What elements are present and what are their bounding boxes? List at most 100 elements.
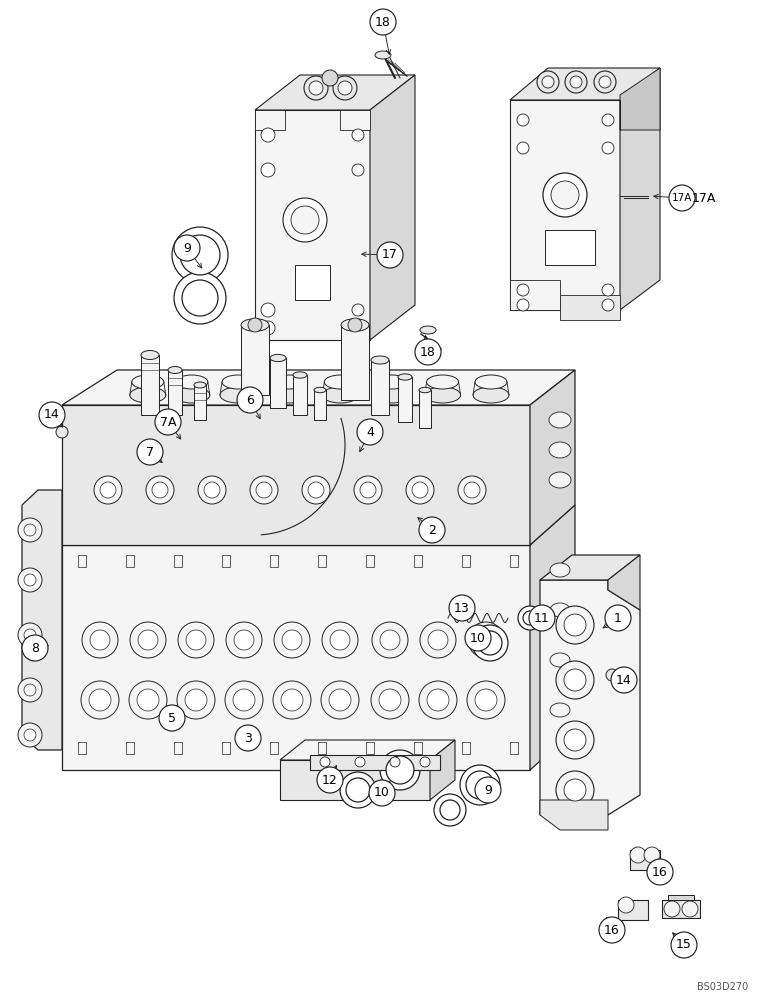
Text: 18: 18	[375, 15, 391, 28]
Ellipse shape	[176, 375, 208, 389]
Circle shape	[177, 681, 215, 719]
Circle shape	[427, 689, 449, 711]
Circle shape	[352, 304, 364, 316]
Text: 9: 9	[183, 241, 191, 254]
Ellipse shape	[270, 354, 286, 362]
Polygon shape	[174, 742, 182, 754]
Circle shape	[564, 729, 586, 751]
Polygon shape	[366, 555, 374, 567]
Polygon shape	[510, 100, 620, 310]
Circle shape	[475, 777, 501, 803]
Circle shape	[352, 164, 364, 176]
Polygon shape	[314, 390, 326, 420]
Circle shape	[517, 142, 529, 154]
Circle shape	[630, 847, 646, 863]
Ellipse shape	[374, 387, 410, 403]
Circle shape	[465, 625, 491, 651]
Polygon shape	[62, 370, 575, 405]
Polygon shape	[510, 280, 560, 310]
Polygon shape	[126, 742, 134, 754]
Polygon shape	[295, 265, 330, 300]
Circle shape	[174, 272, 226, 324]
Polygon shape	[540, 580, 640, 815]
Polygon shape	[560, 295, 620, 320]
Circle shape	[178, 622, 214, 658]
Polygon shape	[22, 490, 62, 750]
Polygon shape	[340, 110, 370, 130]
Circle shape	[440, 800, 460, 820]
Polygon shape	[222, 555, 230, 567]
Circle shape	[273, 681, 311, 719]
Text: 7: 7	[146, 446, 154, 458]
Circle shape	[137, 689, 159, 711]
Circle shape	[182, 280, 218, 316]
Circle shape	[24, 524, 36, 536]
Polygon shape	[608, 555, 640, 610]
Ellipse shape	[168, 366, 182, 373]
Polygon shape	[255, 75, 415, 110]
Circle shape	[570, 76, 582, 88]
Circle shape	[428, 630, 448, 650]
Circle shape	[235, 725, 261, 751]
Circle shape	[248, 318, 262, 332]
Polygon shape	[318, 742, 326, 754]
Circle shape	[330, 630, 350, 650]
Text: 13: 13	[454, 601, 470, 614]
Circle shape	[386, 756, 414, 784]
Circle shape	[542, 76, 554, 88]
Ellipse shape	[194, 382, 206, 388]
Circle shape	[475, 689, 497, 711]
Circle shape	[564, 614, 586, 636]
Polygon shape	[310, 755, 440, 770]
Circle shape	[644, 847, 660, 863]
Circle shape	[346, 778, 370, 802]
Circle shape	[261, 303, 275, 317]
Circle shape	[348, 318, 362, 332]
Polygon shape	[270, 358, 286, 408]
Ellipse shape	[550, 703, 570, 717]
Circle shape	[370, 9, 396, 35]
Polygon shape	[270, 555, 278, 567]
Circle shape	[419, 681, 457, 719]
Ellipse shape	[549, 412, 571, 428]
Circle shape	[340, 772, 376, 808]
Circle shape	[518, 606, 542, 630]
Circle shape	[39, 402, 65, 428]
Circle shape	[24, 684, 36, 696]
Polygon shape	[366, 742, 374, 754]
Circle shape	[24, 729, 36, 741]
Polygon shape	[280, 740, 455, 760]
Circle shape	[551, 181, 579, 209]
Polygon shape	[530, 370, 575, 545]
Polygon shape	[540, 555, 640, 580]
Circle shape	[338, 81, 352, 95]
Circle shape	[308, 482, 324, 498]
Ellipse shape	[222, 375, 254, 389]
Polygon shape	[78, 742, 86, 754]
Polygon shape	[662, 900, 700, 918]
Circle shape	[225, 681, 263, 719]
Text: 16: 16	[604, 924, 620, 936]
Circle shape	[599, 76, 611, 88]
Polygon shape	[668, 895, 694, 900]
Circle shape	[419, 517, 445, 543]
Circle shape	[352, 129, 364, 141]
Ellipse shape	[241, 319, 269, 331]
Circle shape	[146, 476, 174, 504]
Text: 14: 14	[616, 674, 632, 686]
Circle shape	[24, 574, 36, 586]
Polygon shape	[630, 850, 660, 870]
Circle shape	[304, 76, 328, 100]
Text: 6: 6	[246, 393, 254, 406]
Circle shape	[464, 482, 480, 498]
Circle shape	[669, 185, 695, 211]
Circle shape	[606, 669, 618, 681]
Circle shape	[602, 299, 614, 311]
Circle shape	[180, 235, 220, 275]
Text: 5: 5	[168, 712, 176, 724]
Ellipse shape	[420, 326, 436, 334]
Circle shape	[172, 227, 228, 283]
Circle shape	[333, 76, 357, 100]
Text: 9: 9	[484, 784, 492, 796]
Circle shape	[556, 721, 594, 759]
